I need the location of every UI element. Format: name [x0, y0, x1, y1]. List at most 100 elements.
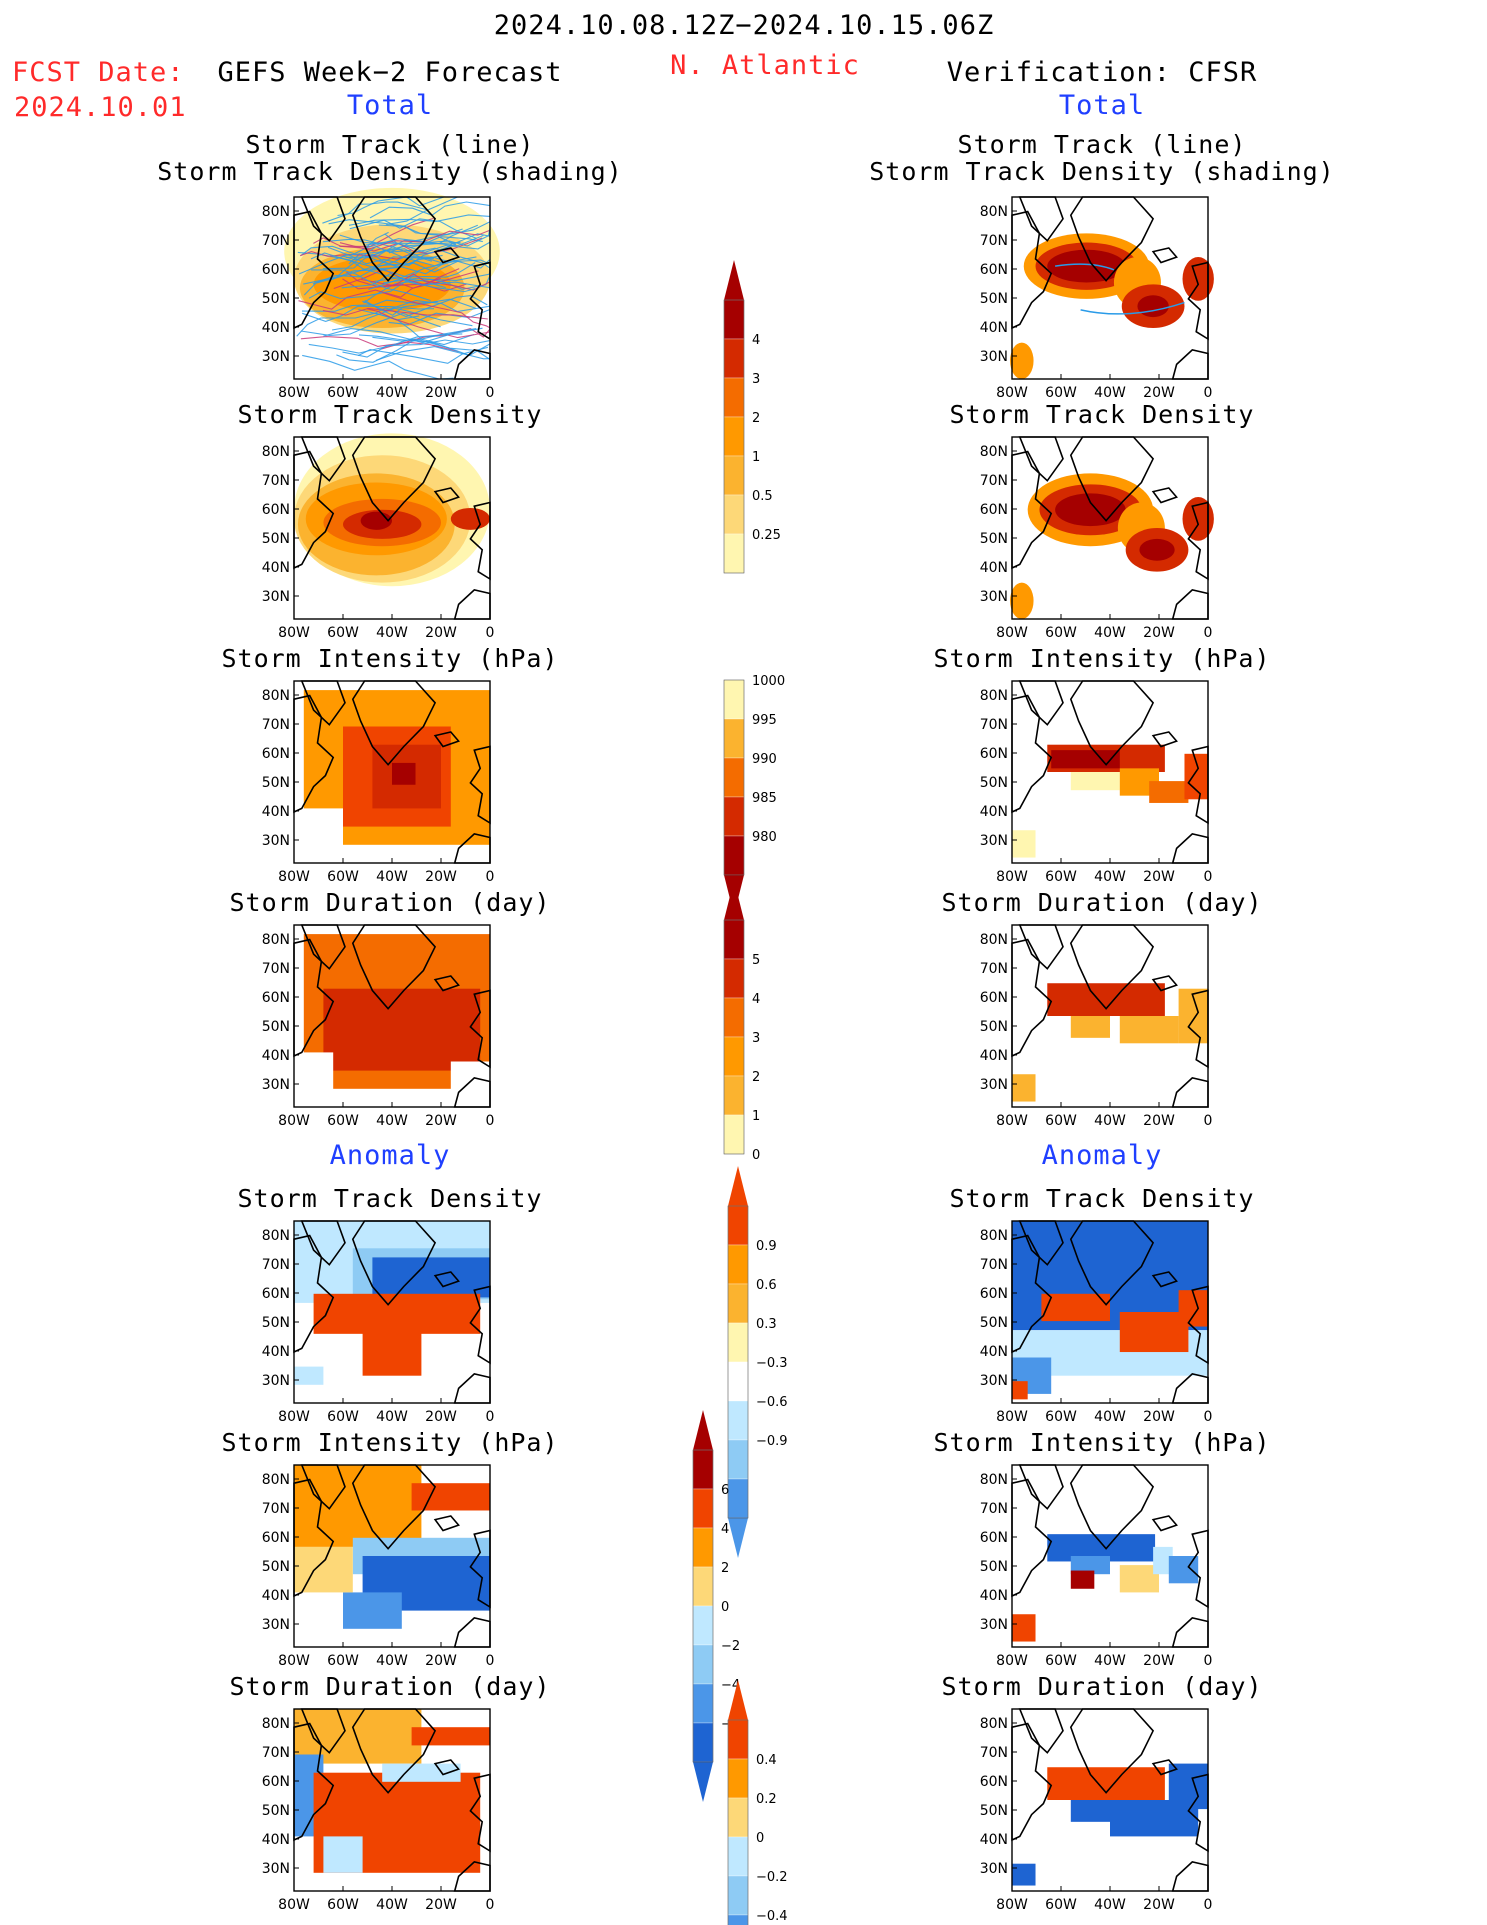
panel-title: Storm Track (line) [245, 130, 535, 159]
storm-track [300, 312, 441, 336]
colorbar-label: 980 [752, 830, 777, 845]
lon-label: 20W [425, 1113, 457, 1129]
lat-label: 50N [262, 531, 290, 547]
coastline [433, 1271, 460, 1288]
colorbar-label: −0.2 [756, 1870, 788, 1885]
lat-label: 60N [262, 1286, 290, 1302]
colorbar-segment [723, 494, 745, 535]
colorbar-segment [692, 1644, 714, 1685]
fcst-date-label: FCST Date: [12, 57, 185, 88]
lat-label: 70N [262, 717, 290, 733]
coastline [351, 436, 437, 522]
lat-label: 80N [262, 204, 290, 220]
coastline [1151, 975, 1178, 992]
lon-label: 60W [327, 1897, 359, 1913]
storm-track [345, 234, 484, 258]
anomaly-label-right: Anomaly [1041, 1140, 1163, 1171]
lat-label: 30N [980, 349, 1008, 365]
storm-track [297, 251, 446, 289]
lon-label: 60W [1045, 1897, 1077, 1913]
colorbar-segment [692, 1683, 714, 1724]
storm-track [1055, 263, 1115, 271]
lat-label: 40N [980, 1344, 1008, 1360]
lon-label: 0 [486, 1409, 495, 1425]
grid-cell [1012, 830, 1036, 858]
lat-label: 80N [980, 1472, 1008, 1488]
storm-track [308, 327, 483, 354]
coastline [1011, 1234, 1053, 1354]
density-anomaly-colorbar: 0.9 0.6 0.3 −0.3 −0.6 −0.9 [727, 1166, 788, 1558]
lon-label: 60W [327, 869, 359, 885]
colorbar-arrow [728, 1166, 748, 1206]
storm-track [300, 231, 389, 256]
coastline [293, 450, 335, 570]
coastline [433, 1515, 460, 1532]
lat-label: 40N [262, 1344, 290, 1360]
lon-label: 0 [1204, 625, 1213, 641]
lat-label: 30N [980, 589, 1008, 605]
lat-label: 70N [262, 1501, 290, 1517]
grid-cell [1070, 1570, 1095, 1589]
forecast-density-panel: 80N 70N 60N 50N 40N 30N 80W 60W 40W 20W 0 [262, 433, 495, 641]
lon-label: 40W [1094, 1897, 1126, 1913]
grid-cell [1119, 1565, 1159, 1593]
shaded-region [1182, 497, 1214, 541]
lat-label: 60N [262, 262, 290, 278]
lon-label: 60W [1045, 625, 1077, 641]
grid-cell [1012, 1074, 1036, 1102]
panel-title: Storm Track Density [237, 400, 543, 429]
lat-label: 60N [980, 746, 1008, 762]
panel-title: Storm Intensity (hPa) [933, 1428, 1271, 1457]
storm-track [361, 273, 491, 291]
lon-label: 40W [376, 385, 408, 401]
lat-label: 80N [262, 444, 290, 460]
coastline [293, 1722, 335, 1842]
panel-title: Storm Intensity (hPa) [221, 644, 559, 673]
lon-label: 20W [425, 1409, 457, 1425]
lon-label: 0 [486, 1897, 495, 1913]
grid-cell [294, 1546, 353, 1593]
duration-anomaly-colorbar: 0.4 0.2 0 −0.2 −0.4 [727, 1680, 788, 1925]
coastline [433, 247, 460, 264]
coastline [351, 1220, 437, 1306]
lat-label: 80N [262, 1716, 290, 1732]
lon-label: 80W [996, 625, 1028, 641]
coastline [1151, 1759, 1178, 1776]
coastline [433, 1759, 460, 1776]
storm-track [341, 272, 476, 293]
colorbar-label: 990 [752, 752, 777, 767]
storm-track [303, 256, 444, 296]
grid-cell [1119, 1016, 1179, 1044]
colorbar-label: 0 [752, 1148, 760, 1163]
lon-label: 0 [1204, 1409, 1213, 1425]
colorbar-label: 0 [756, 1831, 764, 1846]
lon-label: 80W [996, 1409, 1028, 1425]
grid-cell [1070, 1016, 1110, 1038]
lon-label: 20W [425, 625, 457, 641]
lat-label: 50N [980, 1315, 1008, 1331]
colorbar-label: 0.2 [756, 1792, 777, 1807]
lat-label: 60N [262, 1530, 290, 1546]
colorbar-segment [727, 1719, 749, 1760]
shaded-region [1010, 342, 1034, 379]
colorbar-label: 3 [752, 372, 760, 387]
lon-label: 60W [327, 385, 359, 401]
lon-label: 40W [1094, 385, 1126, 401]
lon-label: 40W [376, 1113, 408, 1129]
lat-label: 30N [980, 1373, 1008, 1389]
colorbar-segment [723, 718, 745, 759]
lat-label: 30N [262, 1617, 290, 1633]
lat-label: 50N [980, 291, 1008, 307]
grid-cell [1051, 750, 1120, 769]
storm-track [298, 277, 441, 310]
storm-track [382, 292, 491, 329]
lat-label: 60N [980, 1286, 1008, 1302]
lon-label: 0 [486, 625, 495, 641]
colorbar-label: −0.9 [756, 1434, 788, 1449]
forecast-intensity-panel: 80N 70N 60N 50N 40N 30N 80W 60W 40W 20W 0 [262, 680, 494, 885]
colorbar-segment [723, 919, 745, 960]
verification-duration-panel: 80N 70N 60N 50N 40N 30N 80W 60W 40W 20W 0 [980, 924, 1212, 1129]
verification-intensity-anomaly-panel: 80N 70N 60N 50N 40N 30N 80W 60W 40W 20W 0 [980, 1464, 1212, 1669]
lat-label: 30N [262, 833, 290, 849]
coastline [1069, 1708, 1155, 1794]
